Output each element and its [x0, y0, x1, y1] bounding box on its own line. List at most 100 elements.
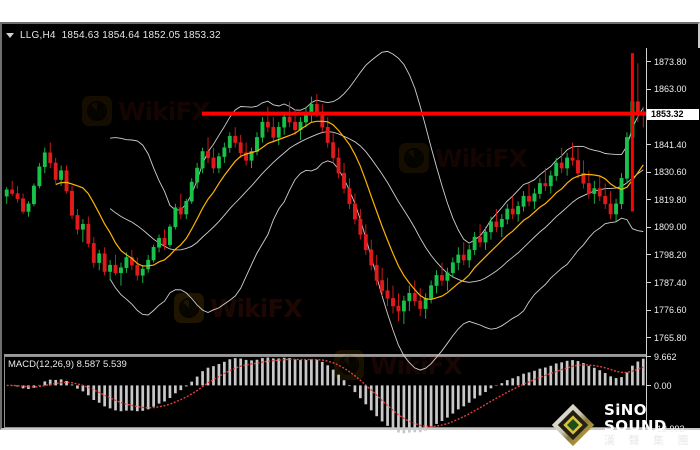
candlestick	[505, 203, 510, 225]
candlestick	[603, 183, 608, 209]
candlestick	[48, 142, 53, 169]
price-tick-label: 1863.00	[647, 84, 687, 95]
candlestick	[456, 247, 461, 271]
candlestick	[282, 111, 287, 135]
indicator-line	[55, 120, 644, 301]
candlestick	[304, 106, 308, 128]
price-tick-label: 1798.20	[647, 249, 687, 260]
candlestick	[554, 157, 559, 181]
candlestick	[108, 260, 113, 281]
candlestick	[614, 198, 619, 222]
macd-signal-line	[6, 358, 644, 428]
pane-divider	[4, 354, 646, 356]
candlestick	[358, 208, 363, 240]
macd-tick-label: -13.992	[647, 423, 685, 434]
candlestick	[412, 280, 417, 307]
macd-tick-label: 9.662	[647, 351, 677, 362]
candlestick	[4, 187, 9, 204]
candlestick	[80, 219, 85, 243]
brand-name-cn: 漢 聲 集 團	[604, 433, 694, 447]
candlestick	[238, 134, 243, 158]
candlestick	[391, 285, 395, 314]
candlestick	[21, 193, 25, 215]
price-tick-label: 1830.60	[647, 167, 687, 178]
price-tick-label: 1787.40	[647, 277, 687, 288]
candlestick	[31, 183, 36, 207]
candlestick	[200, 147, 205, 174]
candlestick	[211, 147, 216, 174]
price-tick-label: 1873.80	[647, 56, 687, 67]
candlestick	[342, 162, 346, 194]
bottom-margin	[0, 430, 700, 450]
price-tick-label: 1809.00	[647, 222, 687, 233]
top-margin	[0, 0, 700, 22]
candlestick	[10, 180, 15, 197]
candlestick	[369, 239, 374, 271]
candlestick	[570, 142, 575, 166]
candlestick	[483, 226, 488, 250]
candlestick	[510, 196, 515, 220]
sino-sound-diamond-icon	[550, 402, 596, 448]
candlestick	[440, 262, 444, 286]
candlestick	[86, 216, 91, 248]
candlestick	[168, 224, 172, 248]
candlestick	[352, 193, 357, 225]
candlestick	[608, 191, 613, 220]
candlestick	[135, 257, 140, 281]
candlestick	[97, 249, 102, 271]
candlestick	[401, 295, 406, 324]
candlestick	[527, 183, 531, 207]
candlestick	[42, 147, 47, 174]
candlestick	[499, 214, 504, 238]
candlestick	[559, 147, 564, 174]
candlestick	[429, 280, 434, 304]
candlestick	[173, 203, 178, 230]
candlestick	[146, 254, 151, 273]
candlestick	[385, 277, 390, 307]
price-pane[interactable]: WikiFX WikiFX	[4, 48, 646, 371]
candlestick	[271, 116, 276, 143]
candlestick	[195, 162, 200, 189]
candlestick	[162, 229, 167, 250]
candlestick	[423, 293, 428, 319]
candlestick	[64, 165, 69, 194]
candlestick	[374, 254, 379, 286]
indicator-line	[110, 50, 644, 244]
candlestick	[489, 216, 493, 240]
candlestick	[521, 191, 526, 212]
candlestick	[91, 237, 96, 268]
candlestick	[592, 180, 597, 204]
price-tick-label: 1819.80	[647, 194, 687, 205]
candlestick	[124, 252, 129, 273]
ohlc-values: 1854.63 1854.64 1852.05 1853.32	[61, 29, 221, 41]
candlestick	[265, 106, 270, 133]
current-price-label: 1853.32	[647, 108, 699, 120]
candlestick	[227, 132, 232, 153]
price-tick-label: 1776.60	[647, 305, 687, 316]
candlestick	[276, 122, 281, 146]
candlestick	[222, 142, 227, 163]
candlestick	[70, 185, 74, 220]
candlestick	[597, 175, 602, 202]
price-tick-label: 1765.80	[647, 332, 687, 343]
candlestick	[461, 242, 466, 266]
indicator-line	[109, 131, 644, 283]
price-scale[interactable]: 1873.80 1863.00 1853.32 1841.40 1830.60 1819.…	[646, 48, 700, 434]
chart-window: LLG,H4 1854.63 1854.64 1852.05 1853.32 W…	[0, 22, 700, 447]
candlestick	[537, 178, 542, 199]
candlestick	[151, 244, 156, 263]
candlestick	[532, 188, 537, 209]
caret-down-icon[interactable]	[6, 33, 14, 38]
candlestick	[516, 201, 521, 222]
candlestick	[206, 137, 210, 163]
candlestick	[336, 147, 341, 179]
candlestick	[494, 208, 499, 232]
candlestick	[184, 198, 189, 220]
candlestick	[75, 208, 80, 235]
brand-name-en: SiNO SOUND	[604, 401, 667, 436]
candlestick	[189, 178, 194, 204]
symbol-label: LLG,H4	[20, 29, 56, 41]
candlestick	[129, 249, 134, 271]
candlestick	[565, 152, 570, 176]
